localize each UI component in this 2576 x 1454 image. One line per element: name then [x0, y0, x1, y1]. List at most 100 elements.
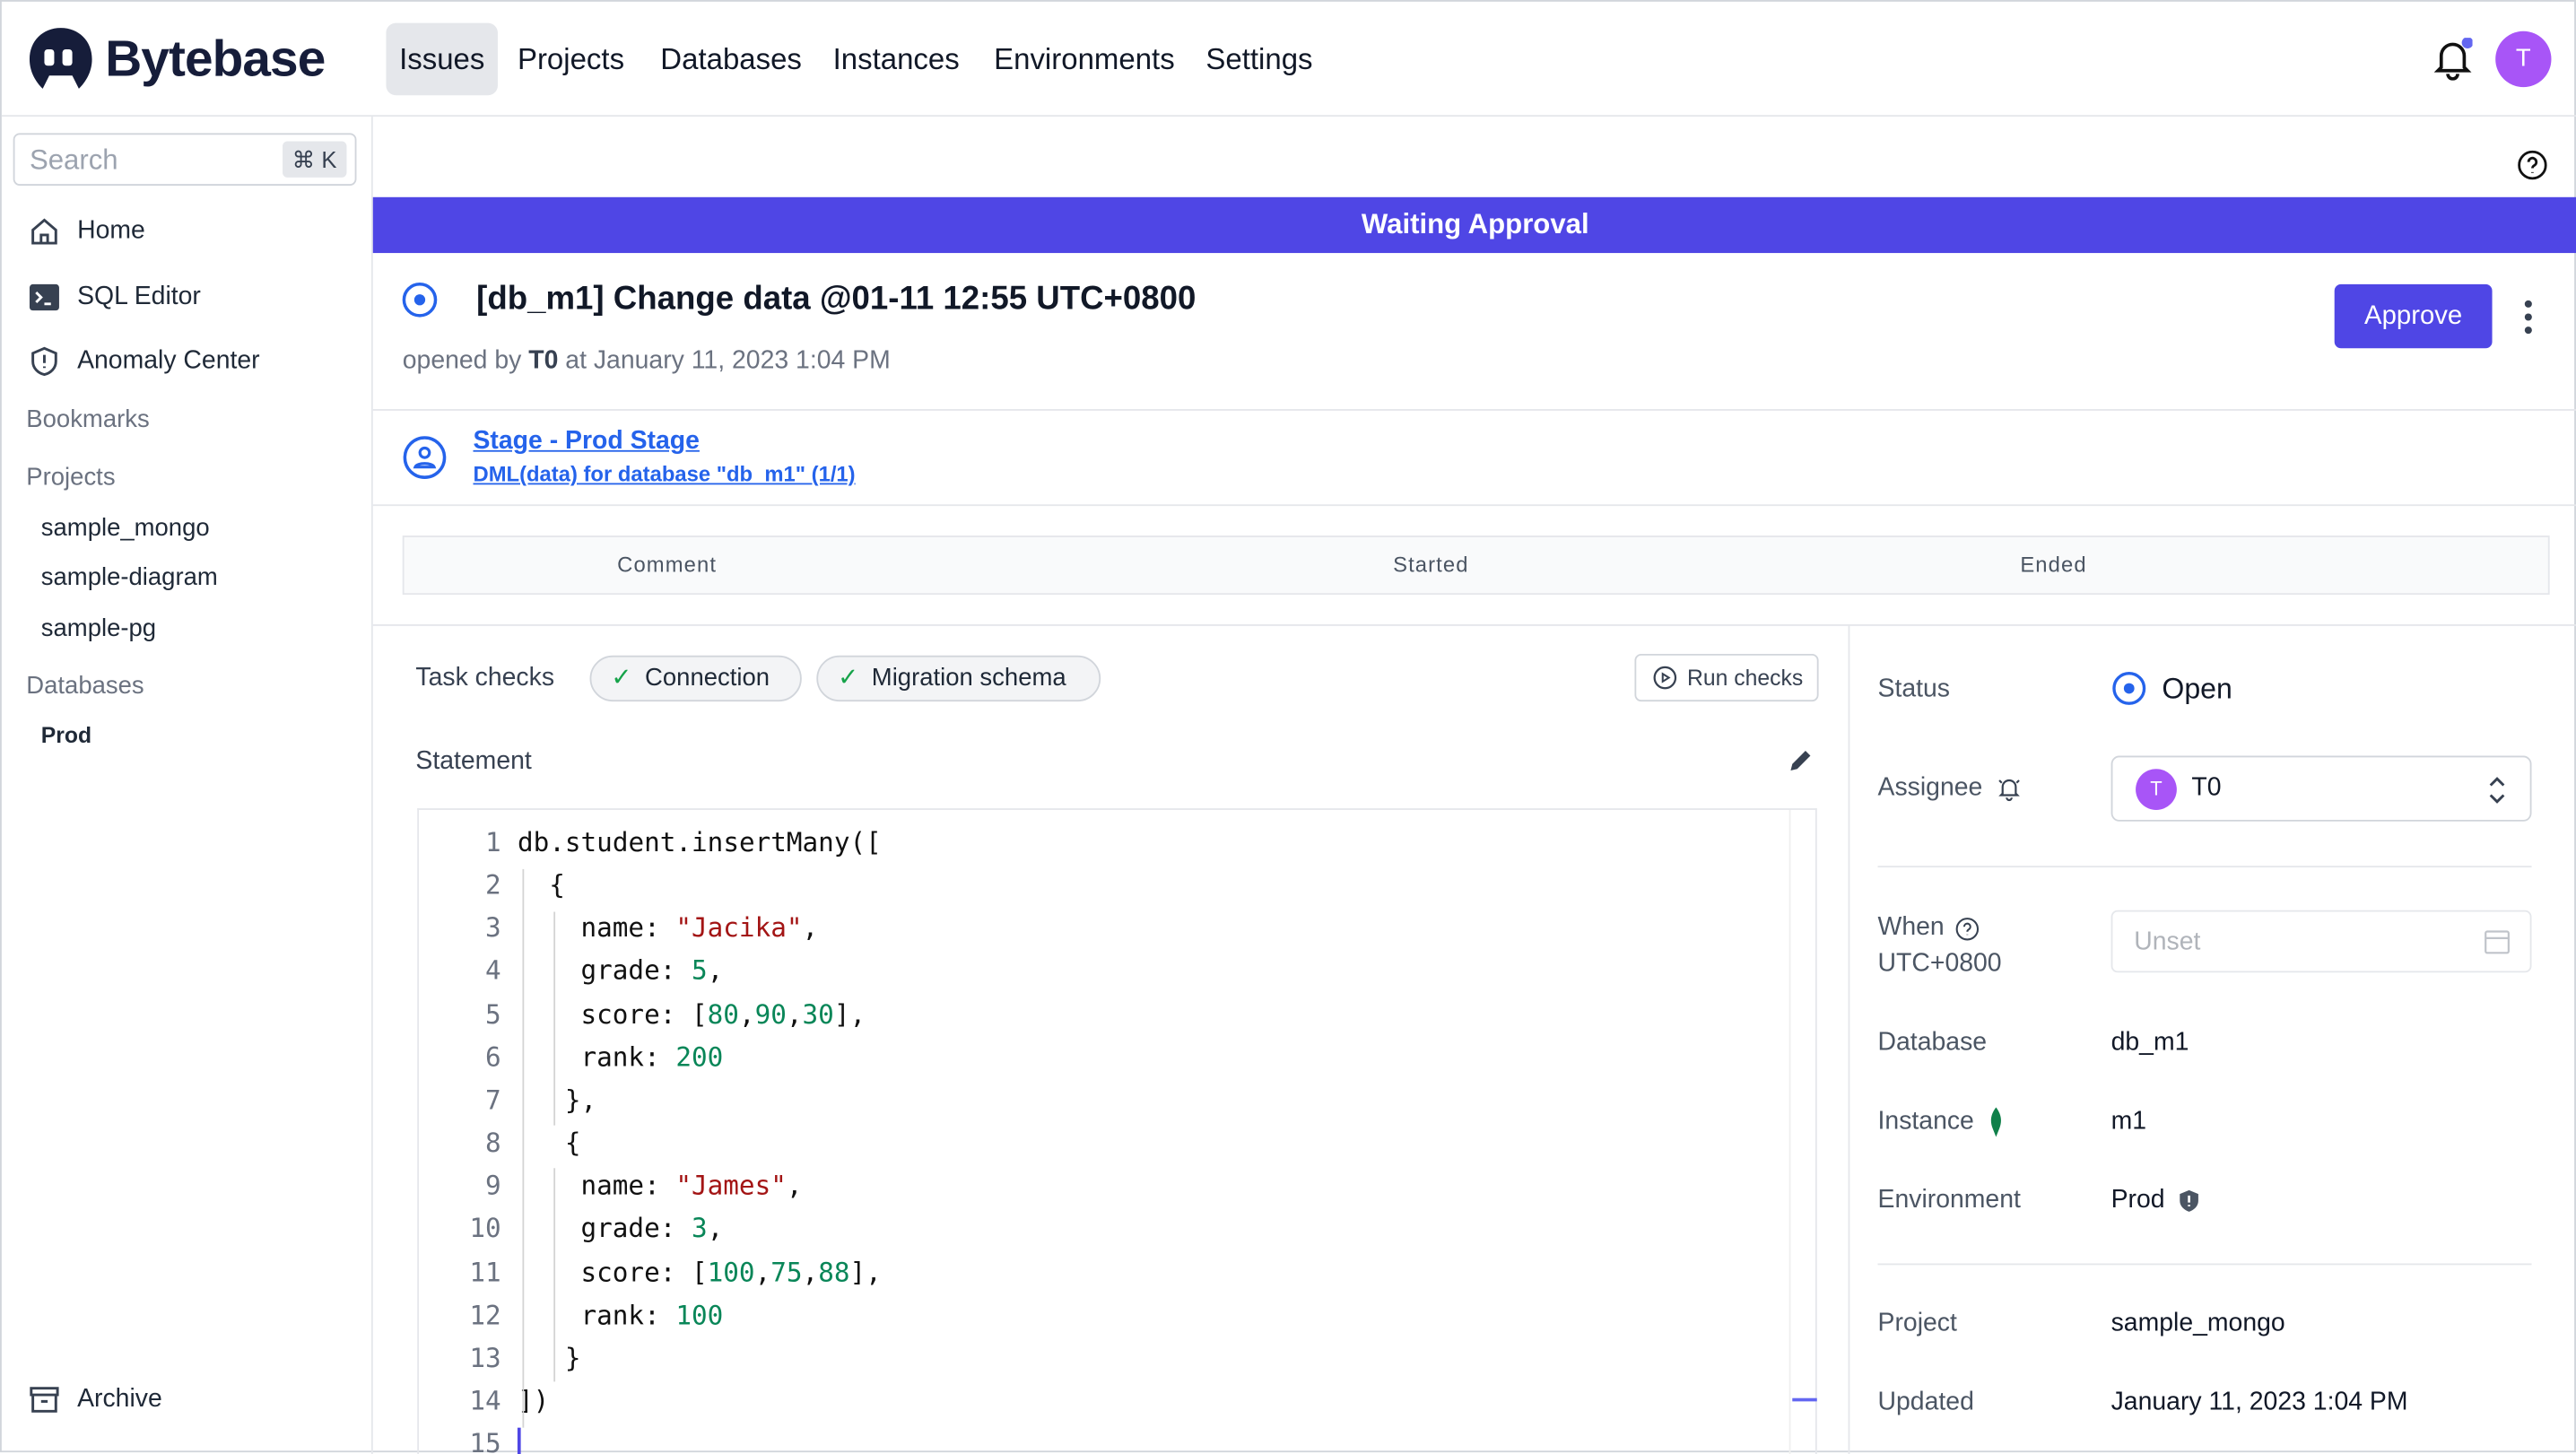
sidebar-project[interactable]: sample-pg — [40, 614, 157, 643]
sidebar-item-home[interactable]: Home — [28, 215, 145, 248]
project-label: Project — [1877, 1309, 1957, 1337]
code-token: { — [549, 869, 565, 901]
code-token: 30 — [802, 997, 834, 1030]
project-value[interactable]: sample_mongo — [2110, 1309, 2285, 1337]
projects-heading: Projects — [26, 463, 116, 492]
assignee-label: Assignee — [1878, 774, 2023, 804]
nav-environments[interactable]: Environments — [994, 42, 1175, 76]
check-icon: ✓ — [838, 663, 859, 692]
code-token: , — [802, 1256, 819, 1288]
archive-icon — [30, 1387, 59, 1413]
search-placeholder: Search — [29, 144, 118, 176]
cursor-marker — [1792, 1397, 1817, 1402]
bell-icon[interactable] — [2433, 38, 2473, 81]
line-number: 12 — [469, 1299, 501, 1330]
code-line: name: "James", — [580, 1170, 802, 1201]
nav-instances[interactable]: Instances — [832, 42, 960, 76]
task-link[interactable]: DML(data) for database "db_m1" (1/1) — [473, 461, 856, 487]
code-line: rank: 100 — [580, 1299, 723, 1330]
calendar-icon — [2485, 930, 2510, 954]
stage-link[interactable]: Stage - Prod Stage — [473, 427, 700, 456]
nav-issues[interactable]: Issues — [386, 22, 499, 96]
nav-databases[interactable]: Databases — [660, 42, 802, 76]
code-token: name: — [580, 1170, 676, 1202]
sidebar-database[interactable]: Prod — [40, 722, 92, 748]
nav-projects[interactable]: Projects — [517, 42, 625, 76]
code-line: grade: 3, — [580, 1213, 723, 1244]
indent-guide — [553, 1168, 556, 1382]
code-token: , — [707, 954, 724, 987]
when-placeholder: Unset — [2134, 927, 2201, 956]
search-input[interactable]: Search ⌘ K — [13, 133, 357, 186]
databases-heading: Databases — [26, 672, 144, 701]
logo[interactable]: Bytebase — [26, 24, 326, 93]
sidebar-project[interactable]: sample_mongo — [40, 514, 210, 543]
sidebar-item-label: Archive — [77, 1385, 162, 1414]
code-token: rank: — [580, 1299, 676, 1330]
code-line: score: [100,75,88], — [580, 1256, 881, 1287]
user-avatar[interactable]: T — [2495, 30, 2552, 88]
edit-pencil-icon[interactable] — [1786, 746, 1815, 776]
shortcut-badge: ⌘ K — [282, 141, 347, 178]
line-number: 8 — [484, 1127, 501, 1159]
opened-by-user[interactable]: T0 — [528, 346, 559, 375]
code-token: "James" — [675, 1170, 787, 1202]
code-line: score: [80,90,30], — [580, 998, 866, 1030]
code-line: name: "Jacika", — [580, 912, 818, 944]
editor-scrollbar[interactable] — [1788, 809, 1815, 1454]
sidebar-item-archive[interactable]: Archive — [28, 1383, 162, 1416]
sidebar-project[interactable]: sample-diagram — [40, 563, 218, 592]
instance-value[interactable]: m1 — [2110, 1107, 2147, 1136]
issue-title[interactable]: [db_m1] Change data @01-11 12:55 UTC+080… — [476, 281, 1197, 318]
code-token: , — [738, 997, 755, 1030]
code-token: 5 — [692, 954, 708, 987]
check-connection[interactable]: ✓ Connection — [589, 655, 802, 702]
code-token: 75 — [770, 1256, 803, 1288]
indent-guide — [553, 911, 556, 1126]
check-migration-schema[interactable]: ✓ Migration schema — [816, 655, 1101, 702]
help-icon[interactable] — [2517, 150, 2548, 181]
code-token: , — [754, 1256, 771, 1288]
indent-guide — [522, 868, 525, 1428]
more-options-icon[interactable] — [2520, 298, 2537, 337]
code-token: , — [707, 1213, 724, 1245]
brand-name: Bytebase — [105, 29, 326, 88]
opened-prefix: opened by — [402, 346, 522, 375]
statement-editor[interactable]: 1 db.student.insertMany([2 {3 name: "Jacika… — [417, 808, 1817, 1454]
database-label: Database — [1877, 1028, 1988, 1057]
sidebar: Search ⌘ K Home SQL Editor Anomaly Cente… — [2, 117, 373, 1454]
line-number: 7 — [484, 1084, 501, 1116]
approve-button[interactable]: Approve — [2334, 283, 2493, 349]
instance-label: Instance — [1878, 1107, 2004, 1137]
line-number: 10 — [469, 1213, 501, 1245]
code-token: "Jacika" — [675, 912, 803, 944]
code-line: { — [549, 869, 565, 901]
nav-settings[interactable]: Settings — [1205, 42, 1313, 76]
task-checks-label: Task checks — [415, 663, 555, 692]
mongodb-leaf-icon — [1990, 1107, 2001, 1137]
when-date-picker[interactable]: Unset — [2110, 910, 2532, 973]
open-status-icon — [402, 282, 438, 318]
line-number: 11 — [469, 1256, 501, 1288]
code-token: , — [786, 1170, 803, 1202]
help-icon[interactable] — [1954, 916, 1979, 940]
sidebar-item-sql-editor[interactable]: SQL Editor — [28, 281, 201, 314]
column-comment: Comment — [617, 552, 718, 577]
column-ended: Ended — [2020, 552, 2087, 577]
code-line: { — [565, 1128, 581, 1159]
bell-alert-icon[interactable] — [1996, 776, 2022, 802]
environment-value[interactable]: Prod — [2111, 1186, 2201, 1215]
database-value[interactable]: db_m1 — [2110, 1028, 2189, 1057]
run-checks-button[interactable]: Run checks — [1634, 653, 1819, 702]
sidebar-item-anomaly-center[interactable]: Anomaly Center — [28, 345, 260, 379]
statement-label: Statement — [415, 747, 532, 776]
code-token: 100 — [707, 1256, 755, 1288]
check-label: Connection — [645, 663, 770, 692]
assignee-select[interactable]: T T0 — [2110, 755, 2532, 822]
status-label: Status — [1877, 675, 1951, 703]
environment-text: Prod — [2110, 1186, 2165, 1215]
bookmarks-heading: Bookmarks — [26, 405, 150, 434]
code-token: 88 — [818, 1256, 850, 1288]
code-token: 90 — [754, 997, 787, 1030]
divider — [372, 624, 2576, 626]
